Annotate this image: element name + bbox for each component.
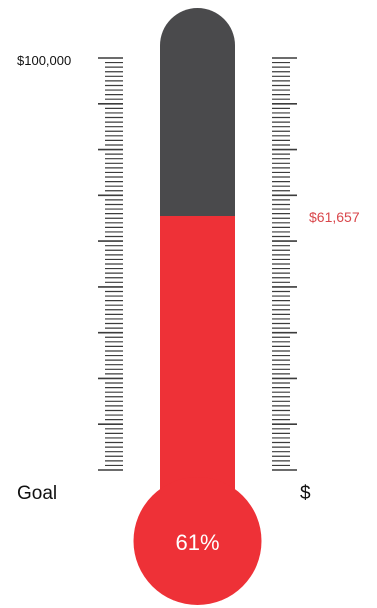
left-tick-scale [98,57,123,471]
thermometer-bulb [133,477,262,605]
thermometer-fill [160,216,235,520]
goal-label: Goal [17,483,57,504]
currency-label: $ [300,483,311,504]
current-value-label: $61,657 [309,209,360,225]
goal-value-label: $100,000 [17,53,71,68]
percent-label: 61% [175,530,219,555]
right-tick-scale [272,57,297,471]
